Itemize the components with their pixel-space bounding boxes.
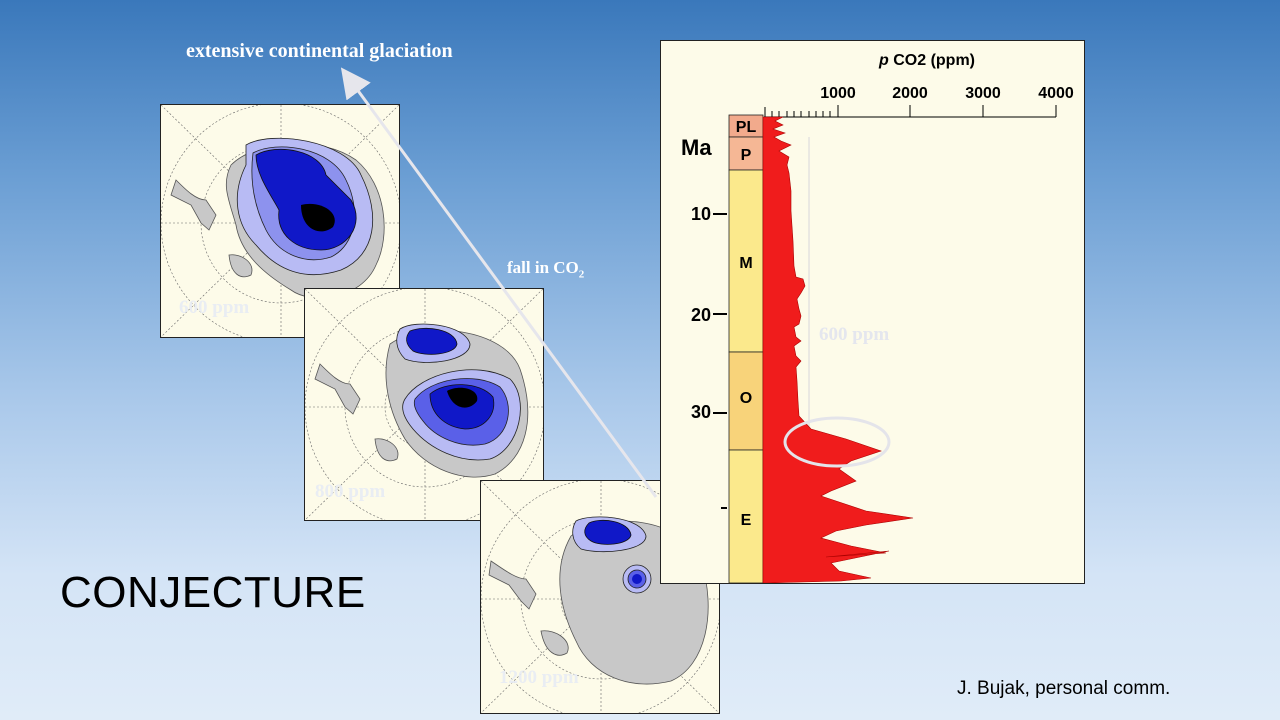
map-ppm-label: 1200 ppm <box>499 667 579 688</box>
epoch-label: PL <box>736 119 757 136</box>
x-tick-label: 4000 <box>1038 85 1074 102</box>
co2-curve <box>762 116 914 583</box>
epoch-label: M <box>739 255 752 272</box>
epoch-label: O <box>740 390 752 407</box>
x-tick-label: 3000 <box>965 85 1001 102</box>
chart-xlabel: p CO2 (ppm) <box>878 52 975 69</box>
glaciation-label: extensive continental glaciation <box>186 40 453 62</box>
y-tick-marks <box>713 213 727 509</box>
epoch-label: E <box>741 512 752 529</box>
x-tick-marks <box>764 105 1057 117</box>
conjecture-heading: CONJECTURE <box>60 568 366 617</box>
chart-ppm-label: 600 ppm <box>819 324 889 345</box>
epoch-m <box>728 169 764 353</box>
antarctica-map-600: 600 ppm <box>160 104 400 338</box>
x-tick-label: 1000 <box>820 85 856 102</box>
pco2-chart: p CO2 (ppm) 1000 2000 3000 4000 Ma 10 20… <box>660 40 1085 584</box>
map-ppm-label: 600 ppm <box>179 297 250 318</box>
y-tick-label: 20 <box>691 305 711 325</box>
map-ppm-label: 800 ppm <box>315 481 386 502</box>
y-tick-label: 30 <box>691 402 711 422</box>
highlight-ellipse <box>783 416 891 468</box>
credit-text: J. Bujak, personal comm. <box>957 678 1171 699</box>
epoch-label: P <box>741 147 752 164</box>
x-tick-label: 2000 <box>892 85 928 102</box>
fall-in-co2-label: fall in CO2 <box>507 258 585 281</box>
y-tick-label: 10 <box>691 204 711 224</box>
epoch-e <box>728 449 764 583</box>
chart-ylabel: Ma <box>681 135 712 160</box>
